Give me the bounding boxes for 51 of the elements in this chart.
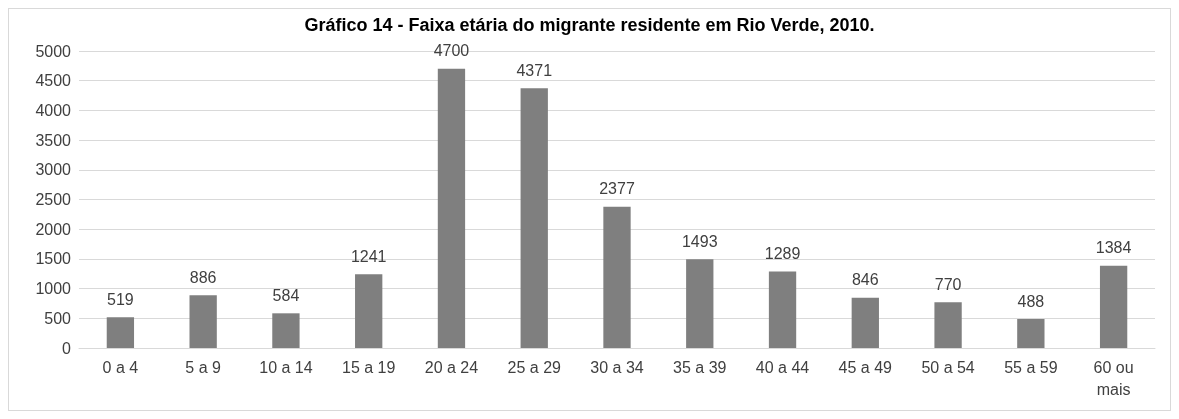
y-tick-label: 3500 (35, 131, 72, 149)
chart-title: Gráfico 14 - Faixa etária do migrante residente em Rio Verde, 2010. (304, 15, 875, 35)
x-tick-label: 55 a 59 (1004, 358, 1058, 376)
y-tick-label: 4500 (35, 72, 72, 90)
x-tick-label: 25 a 29 (507, 358, 562, 376)
bar (768, 271, 797, 348)
data-label: 4700 (433, 42, 470, 60)
x-tick-label: 30 a 34 (590, 358, 644, 376)
y-tick-label: 500 (44, 309, 72, 327)
bar (189, 295, 217, 348)
y-tick-label: 2500 (35, 191, 72, 208)
x-tick-label: 10 a 14 (259, 358, 313, 376)
y-tick-label: 5000 (35, 42, 72, 60)
bar (1099, 265, 1128, 348)
x-tick-label: 20 a 24 (424, 358, 479, 376)
data-label: 2377 (599, 180, 635, 198)
data-label: 886 (189, 268, 217, 286)
y-tick-label: 2000 (35, 220, 72, 238)
x-tick-label: 15 a 19 (342, 358, 396, 376)
x-tick-label: 5 a 9 (185, 358, 222, 376)
data-label: 1493 (681, 232, 718, 250)
bar (437, 68, 466, 348)
x-tick-label: 35 a 39 (673, 358, 727, 376)
x-tick-label: 45 a 49 (838, 358, 893, 376)
data-label: 1289 (764, 244, 801, 262)
data-label: 488 (1017, 292, 1045, 310)
bar (1017, 319, 1045, 348)
x-tick-label: 60 ou mais (1093, 358, 1134, 398)
y-tick-label: 0 (62, 339, 72, 357)
bar (355, 274, 383, 348)
y-tick-label: 4000 (35, 101, 72, 119)
data-label: 846 (851, 271, 879, 289)
data-label: 519 (107, 290, 134, 308)
data-label: 1241 (350, 247, 387, 265)
x-tick-label: 0 a 4 (102, 358, 139, 376)
bar (520, 88, 548, 348)
bar (603, 206, 631, 348)
data-label: 584 (272, 286, 300, 304)
data-label: 770 (934, 275, 962, 293)
data-label: 4371 (516, 61, 553, 79)
data-label: 1384 (1095, 239, 1132, 257)
bar (272, 313, 300, 348)
y-tick-label: 3000 (35, 161, 72, 179)
bar (106, 317, 135, 348)
y-tick-label: 1000 (35, 280, 72, 298)
x-tick-label: 40 a 44 (755, 358, 810, 376)
bar (934, 302, 962, 348)
bar (851, 297, 879, 348)
bar (686, 259, 714, 348)
y-tick-label: 1500 (35, 250, 72, 268)
x-tick-label: 50 a 54 (921, 358, 975, 376)
